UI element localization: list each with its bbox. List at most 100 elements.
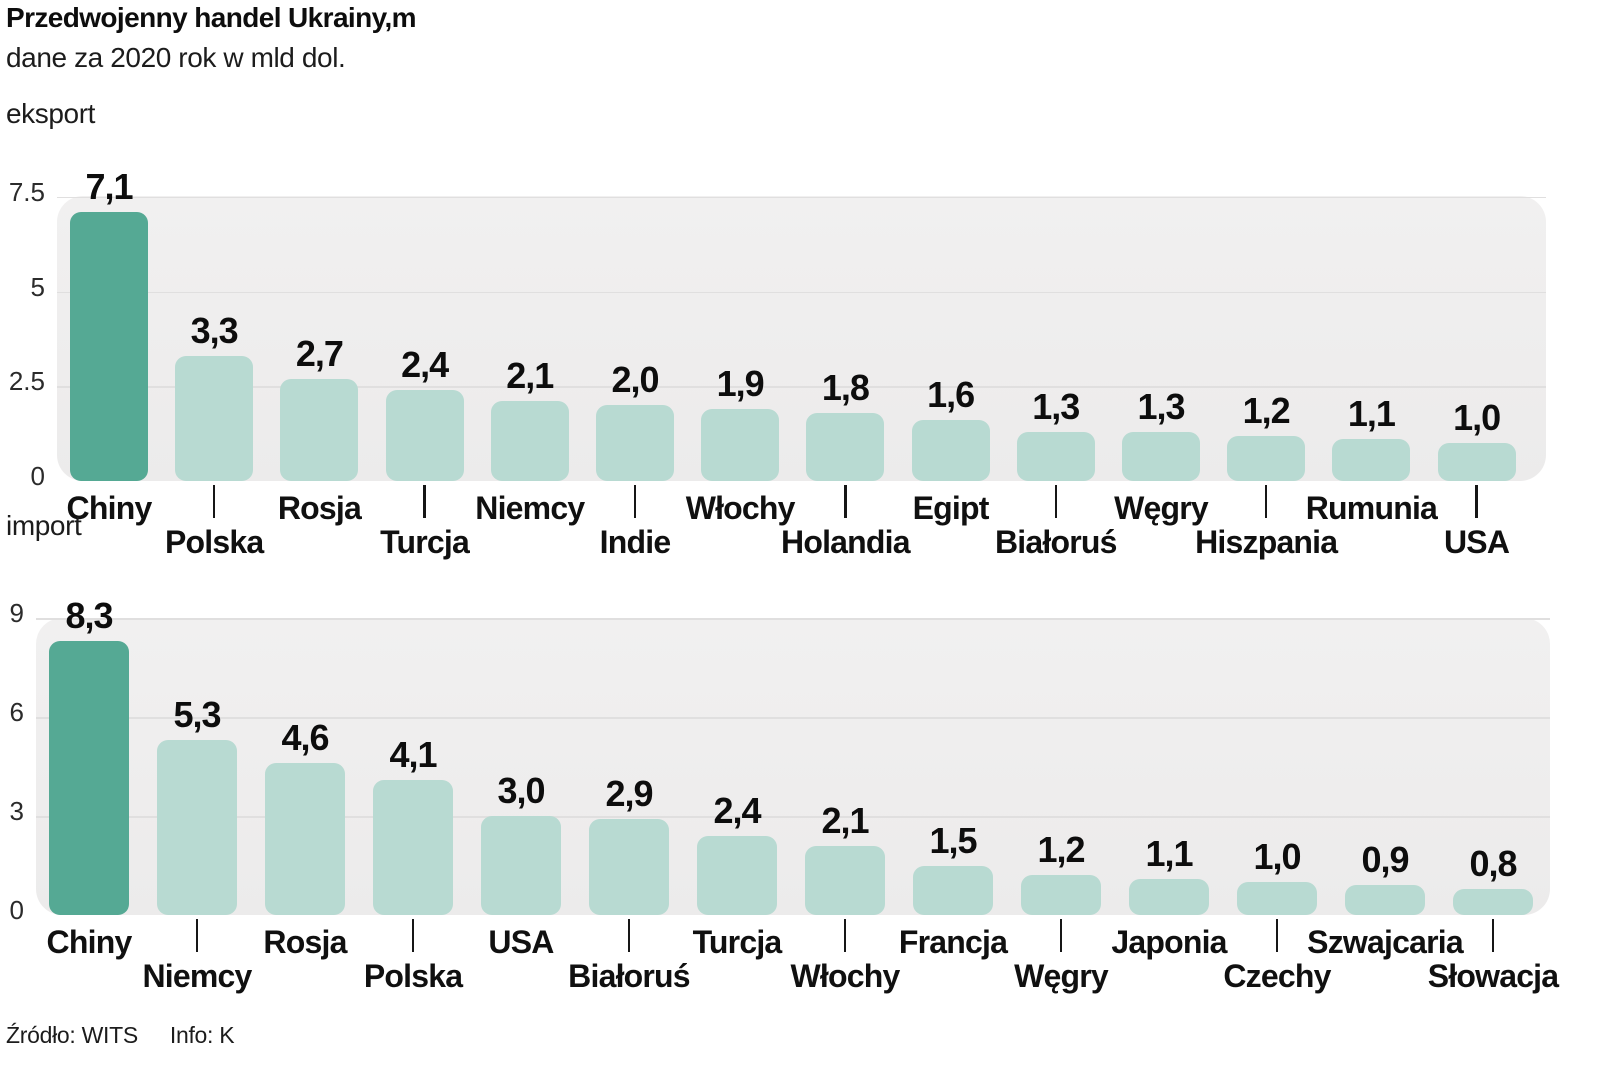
bar-value-label: 1,8: [821, 366, 870, 408]
category-tick-line: [633, 485, 637, 518]
bar: [385, 390, 464, 481]
bar-value-label: 2,0: [611, 359, 659, 401]
category-label: Turcja: [692, 924, 783, 960]
bar: [175, 356, 254, 481]
bar: [49, 641, 129, 915]
category-label: Chiny: [46, 924, 133, 960]
gridline: [36, 717, 1550, 719]
info-note: Info: K: [169, 1022, 235, 1048]
category-label: Węgry: [1014, 958, 1109, 994]
bar: [481, 816, 561, 915]
bar-value-label: 1,3: [1137, 385, 1185, 427]
export-plot-area: [57, 196, 1546, 481]
category-tick-line: [212, 485, 216, 518]
gridline: [36, 618, 1550, 620]
category-label: Białoruś: [568, 958, 690, 994]
footer: Źródło: WITS Info: K: [6, 1022, 266, 1049]
bar: [265, 763, 345, 915]
category-label: Włochy: [685, 490, 796, 526]
bar: [280, 378, 359, 481]
category-tick-line: [627, 919, 631, 952]
bar-value-label: 4,1: [389, 733, 437, 775]
bar-value-label: 2,1: [821, 799, 869, 841]
bar: [1016, 431, 1095, 481]
bar-value-label: 1,2: [1037, 829, 1085, 871]
category-label: Polska: [165, 524, 264, 560]
category-tick-line: [195, 919, 199, 952]
category-tick-line: [1491, 919, 1495, 952]
export-section-label: eksport: [6, 98, 96, 129]
category-tick-line: [1264, 485, 1268, 518]
bar: [911, 420, 990, 481]
bar-value-label: 1,3: [1032, 385, 1080, 427]
category-label: Japonia: [1111, 924, 1227, 960]
bar: [1129, 878, 1209, 915]
bar-value-label: 2,7: [295, 332, 344, 374]
bar-value-label: 0,9: [1361, 839, 1409, 881]
category-tick-line: [844, 485, 847, 518]
import-plot-area: [36, 618, 1550, 915]
bar-value-label: 1,1: [1347, 393, 1396, 435]
category-label: Chiny: [66, 490, 153, 526]
bar-value-label: 1,6: [927, 374, 975, 416]
category-tick-line: [1275, 919, 1279, 952]
bar-value-label: 7,1: [85, 166, 133, 208]
gridline: [57, 196, 1546, 199]
bar: [1437, 443, 1516, 481]
category-label: Holandia: [781, 524, 911, 560]
category-label: USA: [1444, 524, 1510, 560]
bar-value-label: 1,2: [1242, 389, 1291, 431]
bar-value-label: 3,3: [190, 310, 239, 352]
category-label: Egipt: [912, 490, 990, 526]
category-label: Rosja: [277, 490, 362, 526]
y-axis-tick-label: 9: [9, 598, 24, 628]
y-axis-tick-label: 3: [9, 796, 24, 826]
bar: [1237, 882, 1317, 915]
bar-value-label: 1,1: [1145, 832, 1193, 874]
bar-value-label: 8,3: [65, 595, 113, 637]
page-title: Przedwojenny handel Ukrainy,m: [6, 2, 417, 33]
bar: [373, 779, 453, 915]
bar: [490, 401, 569, 481]
bar-value-label: 2,4: [713, 789, 761, 831]
category-label: Rosja: [263, 924, 347, 960]
y-axis-tick-label: 0: [9, 895, 24, 925]
y-axis-tick-label: 2.5: [8, 366, 45, 397]
bar: [70, 212, 148, 481]
bar-value-label: 1,5: [929, 819, 977, 861]
category-label: Hiszpania: [1195, 524, 1338, 560]
category-label: Niemcy: [142, 958, 252, 994]
gridline: [36, 816, 1550, 818]
bar-value-label: 2,1: [506, 355, 554, 397]
bar: [701, 409, 780, 481]
bar: [1332, 439, 1411, 481]
bar: [1122, 431, 1200, 481]
bar-value-label: 4,6: [281, 717, 329, 759]
category-label: Rumunia: [1305, 490, 1438, 526]
bar: [1021, 875, 1101, 915]
bar: [806, 412, 885, 481]
bar-value-label: 2,4: [401, 344, 449, 386]
y-axis-tick-label: 7.5: [8, 176, 45, 207]
bar-value-label: 0,8: [1469, 842, 1517, 884]
category-label: Niemcy: [475, 490, 585, 526]
category-label: Czechy: [1223, 958, 1331, 994]
source-note: Źródło: WITS: [6, 1022, 138, 1048]
bar-value-label: 5,3: [173, 694, 221, 736]
bar-value-label: 1,9: [716, 363, 765, 405]
bar-value-label: 1,0: [1453, 397, 1501, 439]
bar: [157, 740, 237, 915]
category-label: USA: [488, 924, 554, 960]
bar: [697, 835, 777, 915]
category-tick-line: [411, 919, 415, 952]
category-label: Turcja: [380, 524, 470, 560]
category-tick-line: [843, 919, 847, 952]
category-label: Białoruś: [994, 524, 1117, 560]
bar: [805, 845, 885, 915]
y-axis-tick-label: 6: [9, 697, 24, 727]
bar-value-label: 2,9: [605, 773, 653, 815]
category-label: Włochy: [790, 958, 901, 994]
y-axis-tick-label: 0: [30, 461, 45, 491]
bar: [1345, 885, 1425, 915]
